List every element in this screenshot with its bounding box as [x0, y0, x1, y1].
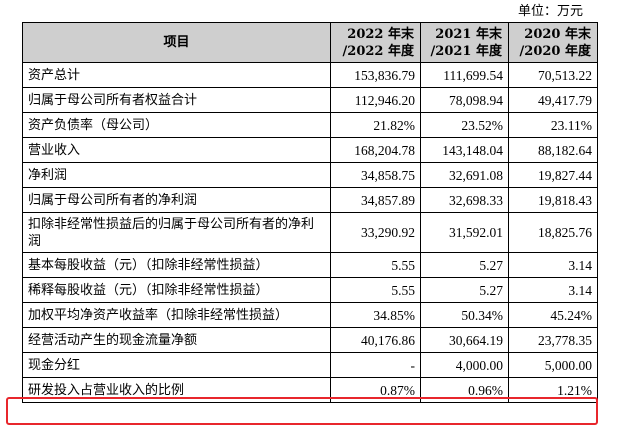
- value-2021: 50.34%: [420, 302, 509, 328]
- header-item: 项目: [22, 22, 331, 63]
- table-row: 稀释每股收益（元）（扣除非经常性损益） 5.55 5.27 3.14: [22, 277, 598, 303]
- value-2022: 5.55: [330, 252, 421, 278]
- row-label: 资产负债率（母公司）: [22, 112, 331, 138]
- table-row: 扣除非经常性损益后的归属于母公司所有者的净利润 33,290.92 31,592.0…: [22, 212, 598, 253]
- table-row: 研发投入占营业收入的比例 0.87% 0.96% 1.21%: [22, 377, 598, 403]
- value-2021: 78,098.94: [420, 87, 509, 113]
- table-row: 净利润 34,858.75 32,691.08 19,827.44: [22, 162, 598, 188]
- value-2021: 5.27: [420, 277, 509, 303]
- table-row: 加权平均净资产收益率（扣除非经常性损益） 34.85% 50.34% 45.24%: [22, 302, 598, 328]
- value-2022: 153,836.79: [330, 62, 421, 88]
- value-2022: 168,204.78: [330, 137, 421, 163]
- table-row: 现金分红 -4,000.00 5,000.00: [22, 352, 598, 378]
- value-2022: 34.85%: [330, 302, 421, 328]
- value-2020: 88,182.64: [508, 137, 598, 163]
- header-2021: 2021 年末/2021 年度: [420, 22, 509, 63]
- value-2021: 5.27: [420, 252, 509, 278]
- value-2022: 40,176.86: [330, 327, 421, 353]
- value-2021: 23.52%: [420, 112, 509, 138]
- table-row: 营业收入 168,204.78 143,148.04 88,182.64: [22, 137, 598, 163]
- row-label: 研发投入占营业收入的比例: [22, 377, 331, 403]
- row-label: 归属于母公司所有者权益合计: [22, 87, 331, 113]
- row-label: 经营活动产生的现金流量净额: [22, 327, 331, 353]
- value-2022: 0.87%: [330, 377, 421, 403]
- value-2022: 34,858.75: [330, 162, 421, 188]
- row-label: 营业收入: [22, 137, 331, 163]
- row-label: 扣除非经常性损益后的归属于母公司所有者的净利润: [22, 212, 331, 253]
- value-2022: -: [330, 352, 421, 378]
- value-2022: 112,946.20: [330, 87, 421, 113]
- row-label: 资产总计: [22, 62, 331, 88]
- value-2021: 0.96%: [420, 377, 509, 403]
- value-2021: 31,592.01: [420, 212, 509, 253]
- value-2021: 32,691.08: [420, 162, 509, 188]
- value-2022: 21.82%: [330, 112, 421, 138]
- value-2021: 111,699.54: [420, 62, 509, 88]
- value-2020: 19,827.44: [508, 162, 598, 188]
- row-label: 净利润: [22, 162, 331, 188]
- row-label: 加权平均净资产收益率（扣除非经常性损益）: [22, 302, 331, 328]
- value-2022: 34,857.89: [330, 187, 421, 213]
- header-2020: 2020 年末/2020 年度: [508, 22, 598, 63]
- value-2020: 5,000.00: [508, 352, 598, 378]
- table-row: 资产总计 153,836.79 111,699.54 70,513.22: [22, 62, 598, 88]
- value-2020: 70,513.22: [508, 62, 598, 88]
- header-2022: 2022 年末/2022 年度: [330, 22, 421, 63]
- value-2020: 45.24%: [508, 302, 598, 328]
- table-row: 经营活动产生的现金流量净额 40,176.86 30,664.19 23,778.35: [22, 327, 598, 353]
- table-header-row: 项目 2022 年末/2022 年度 2021 年末/2021 年度 2020 …: [22, 22, 598, 63]
- value-2021: 32,698.33: [420, 187, 509, 213]
- value-2020: 23,778.35: [508, 327, 598, 353]
- value-2020: 19,818.43: [508, 187, 598, 213]
- value-2020: 3.14: [508, 277, 598, 303]
- value-2022: 5.55: [330, 277, 421, 303]
- table-row: 归属于母公司所有者权益合计 112,946.20 78,098.94 49,417.7…: [22, 87, 598, 113]
- row-label: 归属于母公司所有者的净利润: [22, 187, 331, 213]
- financial-summary-table: 项目 2022 年末/2022 年度 2021 年末/2021 年度 2020 …: [22, 22, 598, 403]
- row-label: 稀释每股收益（元）（扣除非经常性损益）: [22, 277, 331, 303]
- value-2020: 49,417.79: [508, 87, 598, 113]
- value-2021: 30,664.19: [420, 327, 509, 353]
- table-row: 归属于母公司所有者的净利润 34,857.89 32,698.33 19,818.43: [22, 187, 598, 213]
- value-2020: 3.14: [508, 252, 598, 278]
- value-2020: 1.21%: [508, 377, 598, 403]
- value-2021: 143,148.04: [420, 137, 509, 163]
- value-2020: 18,825.76: [508, 212, 598, 253]
- table-row: 基本每股收益（元）（扣除非经常性损益） 5.55 5.27 3.14: [22, 252, 598, 278]
- row-label: 基本每股收益（元）（扣除非经常性损益）: [22, 252, 331, 278]
- value-2022: 33,290.92: [330, 212, 421, 253]
- value-2020: 23.11%: [508, 112, 598, 138]
- value-2021: 4,000.00: [420, 352, 509, 378]
- unit-label: 单位：万元: [517, 4, 583, 19]
- row-label: 现金分红: [22, 352, 331, 378]
- table-row: 资产负债率（母公司） 21.82% 23.52% 23.11%: [22, 112, 598, 138]
